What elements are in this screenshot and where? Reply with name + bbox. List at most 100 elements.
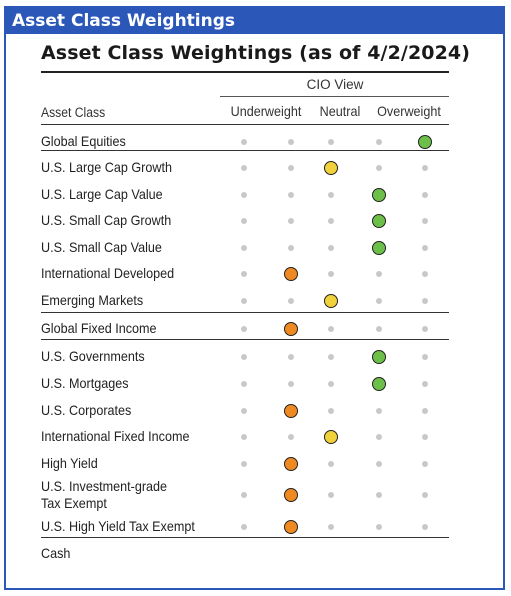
neutral-dot (422, 523, 428, 530)
neutral-dot (288, 433, 294, 440)
row-label: U.S. Investment-grade Tax Exempt (41, 478, 168, 511)
yellow-marker (324, 293, 338, 308)
neutral-dot (288, 138, 294, 145)
neutral-dot (241, 297, 247, 304)
orange-marker (284, 266, 298, 281)
neutral-dot (328, 523, 334, 530)
green-marker (372, 376, 386, 391)
neutral-dot (288, 217, 294, 224)
neutral-dot (328, 353, 334, 360)
neutral-dot (241, 244, 247, 251)
title-divider (41, 71, 449, 73)
row-label: U.S. Corporates (41, 402, 132, 418)
table-title: Asset Class Weightings (as of 4/2/2024) (41, 42, 471, 64)
neutral-dot (328, 244, 334, 251)
orange-marker (284, 456, 298, 471)
neutral-dot (241, 523, 247, 530)
yellow-marker (324, 429, 338, 444)
neutral-dot (422, 325, 428, 332)
neutral-dot (376, 523, 382, 530)
table-divider (41, 339, 449, 340)
neutral-dot (241, 380, 247, 387)
neutral-dot (422, 492, 428, 498)
neutral-dot (422, 460, 428, 467)
row-label: International Fixed Income (41, 428, 190, 444)
panel-header: Asset Class Weightings (6, 8, 503, 34)
row-label: Emerging Markets (41, 292, 144, 308)
overweight-header: Overweight (377, 103, 441, 119)
row-label: Global Fixed Income (41, 320, 157, 336)
green-marker (372, 213, 386, 228)
yellow-marker (324, 160, 338, 175)
neutral-dot (328, 380, 334, 387)
neutral-dot (241, 138, 247, 145)
orange-marker (284, 403, 298, 418)
neutral-dot (288, 191, 294, 198)
neutral-dot (376, 325, 382, 332)
neutral-dot (288, 353, 294, 360)
neutral-dot (376, 407, 382, 414)
asset-class-header: Asset Class (41, 105, 106, 120)
row-label: U.S. Large Cap Growth (41, 159, 172, 175)
neutral-dot (328, 460, 334, 467)
row-label: High Yield (41, 455, 98, 471)
neutral-dot (288, 244, 294, 251)
neutral-dot (328, 492, 334, 498)
neutral-dot (376, 460, 382, 467)
neutral-dot (376, 270, 382, 277)
orange-marker (284, 321, 298, 336)
neutral-dot (241, 492, 247, 498)
row-label: U.S. Small Cap Growth (41, 212, 172, 228)
orange-marker (284, 488, 298, 502)
neutral-dot (241, 270, 247, 277)
green-marker (372, 187, 386, 202)
neutral-dot (288, 297, 294, 304)
neutral-dot (422, 353, 428, 360)
neutral-dot (241, 353, 247, 360)
neutral-dot (422, 270, 428, 277)
neutral-dot (422, 407, 428, 414)
neutral-dot (376, 138, 382, 145)
green-marker (418, 134, 432, 149)
orange-marker (284, 519, 298, 534)
table-divider (41, 537, 449, 538)
green-marker (372, 349, 386, 364)
row-label: U.S. Mortgages (41, 375, 129, 391)
neutral-dot (328, 325, 334, 332)
row-label: Cash (41, 545, 71, 561)
neutral-dot (422, 191, 428, 198)
table-divider (41, 124, 449, 125)
table-divider (41, 312, 449, 313)
underweight-header: Underweight (230, 103, 302, 119)
neutral-dot (422, 433, 428, 440)
cio-view-label: CIO View (306, 77, 364, 92)
neutral-dot (422, 297, 428, 304)
row-label: International Developed (41, 265, 175, 281)
neutral-dot (422, 164, 428, 171)
neutral-dot (422, 244, 428, 251)
neutral-dot (241, 217, 247, 224)
row-label: Global Equities (41, 133, 126, 149)
neutral-dot (376, 297, 382, 304)
neutral-dot (241, 433, 247, 440)
row-label: U.S. Large Cap Value (41, 186, 163, 202)
neutral-dot (328, 270, 334, 277)
neutral-dot (376, 492, 382, 498)
neutral-dot (241, 191, 247, 198)
row-label: U.S. Governments (41, 348, 145, 364)
row-label: U.S. High Yield Tax Exempt (41, 518, 195, 534)
neutral-dot (288, 164, 294, 171)
table-divider (41, 150, 449, 151)
neutral-dot (328, 407, 334, 414)
neutral-dot (241, 164, 247, 171)
neutral-dot (422, 380, 428, 387)
row-label: U.S. Small Cap Value (41, 239, 162, 255)
neutral-dot (422, 217, 428, 224)
neutral-dot (376, 433, 382, 440)
neutral-dot (376, 164, 382, 171)
neutral-dot (241, 460, 247, 467)
neutral-header: Neutral (319, 103, 361, 119)
cio-view-divider (220, 96, 449, 97)
neutral-dot (241, 325, 247, 332)
neutral-dot (288, 380, 294, 387)
